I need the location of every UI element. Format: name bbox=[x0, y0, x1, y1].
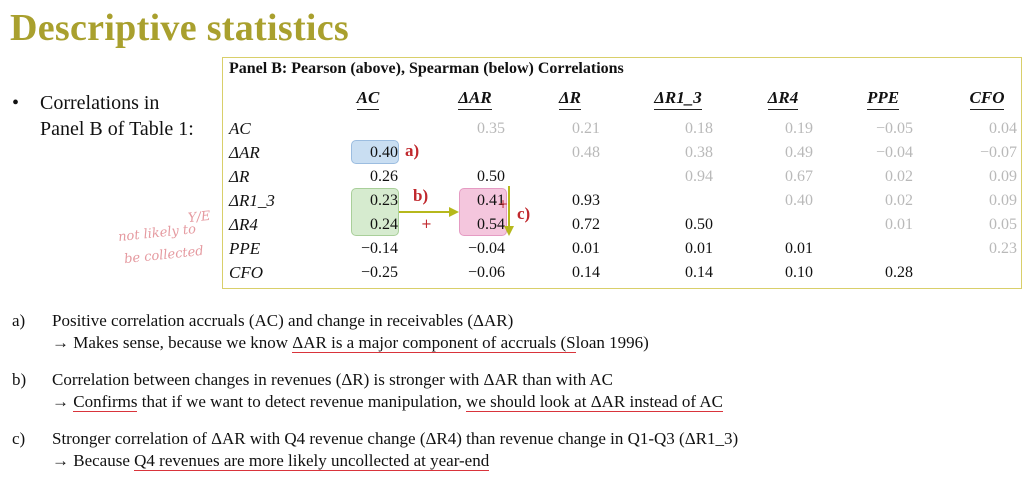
highlight-a bbox=[351, 140, 399, 164]
col-header-dar: ΔAR bbox=[445, 88, 505, 110]
correlation-cell: 0.10 bbox=[785, 264, 813, 281]
row-label: ΔR bbox=[229, 167, 250, 186]
correlation-cell: 0.01 bbox=[572, 240, 600, 257]
correlation-cell: 0.09 bbox=[989, 192, 1017, 209]
col-header-ac: AC bbox=[338, 88, 398, 110]
correlation-cell: 0.50 bbox=[477, 168, 505, 185]
correlation-cell: 0.67 bbox=[785, 168, 813, 185]
correlation-cell: 0.23 bbox=[370, 192, 398, 209]
row-label: ΔAR bbox=[229, 143, 260, 162]
annotation-arrows: + + bbox=[399, 186, 514, 236]
correlation-cell: 0.19 bbox=[785, 120, 813, 137]
col-header-dr: ΔR bbox=[540, 88, 600, 110]
col-header-dr4: ΔR4 bbox=[753, 88, 813, 110]
col-header-dr1-3: ΔR1_3 bbox=[643, 88, 713, 110]
row-label: PPE bbox=[229, 239, 261, 258]
row-label: CFO bbox=[229, 263, 263, 282]
correlation-cell: 0.50 bbox=[685, 216, 713, 233]
row-label: ΔR4 bbox=[229, 215, 258, 234]
correlation-cell: 0.14 bbox=[572, 264, 600, 281]
correlation-panel: Panel B: Pearson (above), Spearman (belo… bbox=[222, 57, 1022, 289]
svg-text:+: + bbox=[421, 217, 432, 232]
mark-c: c) bbox=[517, 204, 531, 223]
note-c-line-1: Stronger correlation of ΔAR with Q4 reve… bbox=[52, 429, 739, 448]
correlation-cell: 0.48 bbox=[572, 144, 600, 161]
row-label: ΔR1_3 bbox=[229, 191, 275, 210]
col-header-ppe: PPE bbox=[853, 88, 913, 110]
note-b-line-2: → Confirms that if we want to detect rev… bbox=[52, 392, 723, 412]
svg-text:+: + bbox=[498, 197, 508, 211]
correlation-cell: 0.09 bbox=[989, 168, 1017, 185]
correlation-cell: 0.01 bbox=[785, 240, 813, 257]
correlation-cell: −0.25 bbox=[360, 264, 398, 281]
correlation-cell: −0.06 bbox=[467, 264, 505, 281]
correlation-cell: 0.94 bbox=[685, 168, 713, 185]
correlation-cell: 0.01 bbox=[685, 240, 713, 257]
mark-b: b) bbox=[413, 186, 429, 205]
highlight-c bbox=[459, 188, 507, 236]
correlation-cell: −0.04 bbox=[875, 144, 913, 161]
bullet-line-1: Correlations in bbox=[40, 92, 160, 114]
correlation-cell: 0.35 bbox=[477, 120, 505, 137]
note-a-line-2: → Makes sense, because we know ΔAR is a … bbox=[52, 333, 649, 353]
correlation-cell: −0.07 bbox=[979, 144, 1017, 161]
panel-title: Panel B: Pearson (above), Spearman (belo… bbox=[229, 60, 624, 77]
correlation-cell: 0.14 bbox=[685, 264, 713, 281]
bullet-line-2: Panel B of Table 1: bbox=[40, 118, 194, 140]
correlation-cell: 0.41 bbox=[477, 192, 505, 209]
correlation-cell: 0.40 bbox=[370, 144, 398, 161]
correlation-cell: 0.23 bbox=[989, 240, 1017, 257]
note-b-line-1: Correlation between changes in revenues … bbox=[52, 370, 614, 389]
correlation-cell: 0.40 bbox=[785, 192, 813, 209]
correlation-cell: −0.04 bbox=[467, 240, 505, 257]
slide-title: Descriptive statistics bbox=[10, 7, 350, 49]
row-label: AC bbox=[229, 119, 251, 138]
mark-a: a) bbox=[405, 141, 420, 160]
highlight-b bbox=[351, 188, 399, 236]
correlation-cell: 0.93 bbox=[572, 192, 600, 209]
note-c-line-2: → Because Q4 revenues are more likely un… bbox=[52, 451, 490, 471]
col-header-cfo: CFO bbox=[957, 88, 1017, 110]
bullet-symbol: • bbox=[12, 92, 20, 114]
correlation-cell: 0.18 bbox=[685, 120, 713, 137]
correlation-cell: 0.28 bbox=[885, 264, 913, 281]
correlation-cell: 0.26 bbox=[370, 168, 398, 185]
handwritten-note-1: not likely to bbox=[117, 221, 197, 246]
correlation-cell: 0.38 bbox=[685, 144, 713, 161]
correlation-cell: 0.24 bbox=[370, 216, 398, 233]
handwritten-note-3: Y/E bbox=[187, 208, 212, 227]
correlation-cell: 0.54 bbox=[477, 216, 505, 233]
note-b-letter: b) bbox=[12, 370, 27, 389]
note-a-line-1: Positive correlation accruals (AC) and c… bbox=[52, 311, 514, 330]
correlation-cell: 0.02 bbox=[885, 168, 913, 185]
handwritten-note-2: be collected bbox=[123, 243, 205, 268]
correlation-cell: 0.01 bbox=[885, 216, 913, 233]
correlation-cell: −0.14 bbox=[360, 240, 398, 257]
correlation-cell: 0.49 bbox=[785, 144, 813, 161]
correlation-cell: 0.72 bbox=[572, 216, 600, 233]
note-c-letter: c) bbox=[12, 429, 26, 448]
correlation-cell: 0.05 bbox=[989, 216, 1017, 233]
correlation-cell: 0.02 bbox=[885, 192, 913, 209]
correlation-cell: −0.05 bbox=[875, 120, 913, 137]
correlation-cell: 0.04 bbox=[989, 120, 1017, 137]
correlation-cell: 0.21 bbox=[572, 120, 600, 137]
note-a-letter: a) bbox=[12, 311, 26, 330]
